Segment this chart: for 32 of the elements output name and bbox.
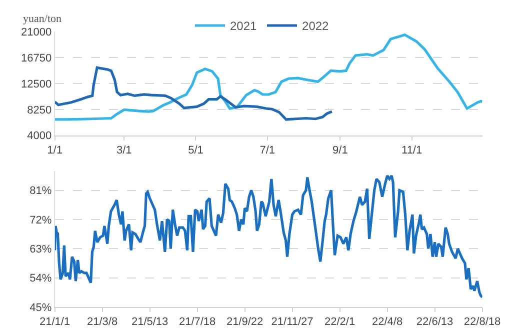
y-tick-label: 16750 — [21, 52, 52, 64]
legend-label: 2021 — [230, 19, 258, 34]
x-tick-label: 22/2/1 — [324, 316, 356, 328]
legend-label: 2022 — [302, 19, 330, 34]
x-tick-label: 5/1 — [188, 144, 204, 157]
y-tick-label: 72% — [30, 214, 52, 226]
x-tick-label: 1/1 — [47, 144, 62, 157]
y-tick-label: 81% — [30, 185, 52, 198]
x-tick-label: 21/11/27 — [271, 316, 314, 328]
y-axis-title: yuan/ton — [23, 13, 62, 25]
x-tick-label: 21/1/1 — [40, 316, 70, 328]
y-tick-label: 21000 — [21, 26, 52, 39]
line-series — [54, 174, 482, 299]
x-tick-label: 22/8/18 — [464, 316, 501, 328]
x-tick-label: 3/1 — [116, 144, 132, 157]
line-series — [54, 33, 482, 121]
line-series — [54, 66, 334, 121]
x-tick-label: 21/3/8 — [87, 316, 118, 328]
x-tick-label: 22/4/8 — [372, 316, 403, 328]
y-tick-label: 4000 — [27, 130, 52, 142]
y-tick-label: 8250 — [27, 104, 52, 116]
x-tick-label: 21/5/13 — [131, 316, 168, 328]
x-tick-label: 21/9/22 — [226, 316, 264, 328]
y-tick-label: 45% — [30, 302, 52, 314]
y-tick-label: 63% — [30, 244, 52, 256]
x-tick-label: 22/6/13 — [416, 316, 454, 328]
x-tick-label: 11/1 — [402, 144, 422, 157]
x-tick-label: 7/1 — [260, 144, 276, 157]
x-tick-label: 21/7/18 — [178, 316, 216, 328]
x-tick-label: 9/1 — [332, 144, 348, 157]
y-tick-label: 12500 — [21, 78, 52, 90]
y-tick-label: 54% — [30, 272, 52, 285]
